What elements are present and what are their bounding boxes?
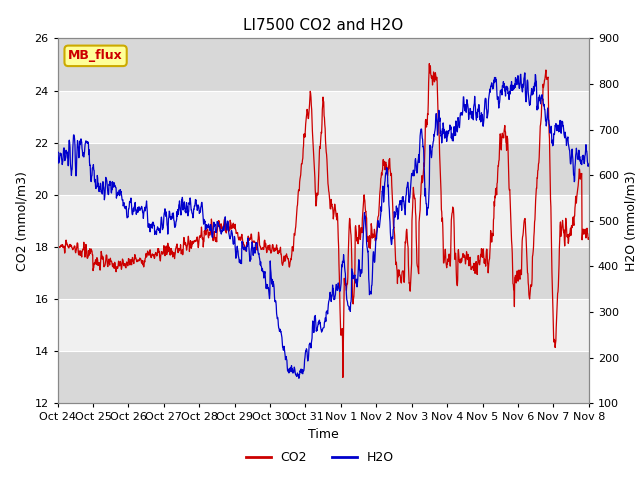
Bar xyxy=(58,38,589,91)
Bar xyxy=(58,91,589,143)
Bar xyxy=(58,195,589,247)
Text: MB_flux: MB_flux xyxy=(68,49,123,62)
Y-axis label: CO2 (mmol/m3): CO2 (mmol/m3) xyxy=(16,171,29,271)
Legend: CO2, H2O: CO2, H2O xyxy=(241,446,399,469)
Bar xyxy=(58,143,589,195)
Y-axis label: H2O (mmol/m3): H2O (mmol/m3) xyxy=(625,170,637,271)
Bar xyxy=(58,299,589,351)
Title: LI7500 CO2 and H2O: LI7500 CO2 and H2O xyxy=(243,18,403,33)
Bar xyxy=(58,351,589,403)
X-axis label: Time: Time xyxy=(308,428,339,441)
Bar xyxy=(58,247,589,299)
